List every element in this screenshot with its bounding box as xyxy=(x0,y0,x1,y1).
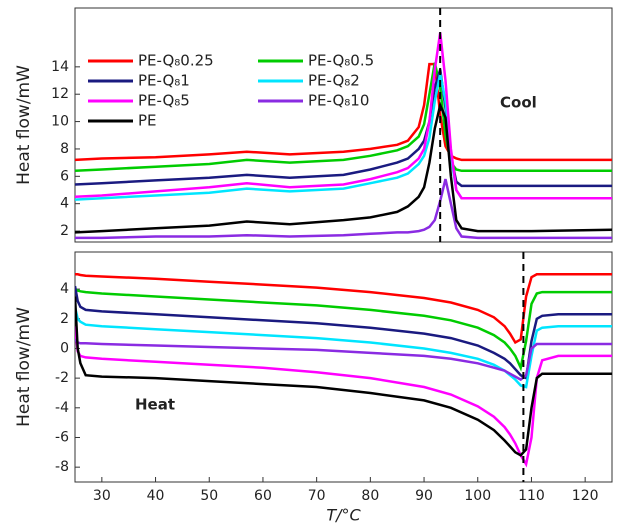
x-tick-label: 60 xyxy=(254,488,272,504)
x-axis-label: T/°C xyxy=(326,506,361,525)
x-tick-label: 70 xyxy=(308,488,326,504)
series-line xyxy=(75,285,612,381)
legend-label: PE-Q₈2 xyxy=(308,72,360,90)
y-tick-label: -2 xyxy=(55,370,69,386)
y-tick-label: -8 xyxy=(55,459,69,475)
x-tick-label: 40 xyxy=(147,488,165,504)
annotation: Cool xyxy=(500,94,537,112)
legend-label: PE-Q₈0.25 xyxy=(138,52,214,70)
y-tick-label: 4 xyxy=(60,196,69,212)
y-tick-label: 4 xyxy=(60,281,69,297)
series-line xyxy=(75,62,612,173)
y-tick-label: -6 xyxy=(55,429,69,445)
y-tick-label: 12 xyxy=(51,86,69,102)
series-line xyxy=(75,306,612,389)
y-tick-label: -4 xyxy=(55,400,69,416)
plot-frame xyxy=(74,251,613,483)
x-tick-label: 50 xyxy=(200,488,218,504)
series-line xyxy=(75,296,612,457)
y-tick-label: 6 xyxy=(60,168,69,184)
series-line xyxy=(75,338,612,382)
x-tick-label: 120 xyxy=(572,488,599,504)
y-tick-label: 2 xyxy=(60,223,69,239)
x-tick-label: 80 xyxy=(361,488,379,504)
y-tick-label: 14 xyxy=(51,59,69,75)
legend-label: PE xyxy=(138,112,157,130)
legend-label: PE-Q₈1 xyxy=(138,72,190,90)
x-tick-label: 100 xyxy=(464,488,491,504)
y-axis-label: Heat flow/mW xyxy=(14,65,34,185)
legend-label: PE-Q₈5 xyxy=(138,92,190,110)
x-tick-label: 30 xyxy=(93,488,111,504)
series-line xyxy=(75,178,612,240)
plot-frame xyxy=(74,7,613,243)
x-tick-label: 90 xyxy=(415,488,433,504)
series-line xyxy=(75,326,612,468)
y-tick-label: 2 xyxy=(60,311,69,327)
legend-label: PE-Q₈0.5 xyxy=(308,52,374,70)
y-tick-label: 0 xyxy=(60,340,69,356)
x-tick-label: 110 xyxy=(518,488,545,504)
series-line xyxy=(75,62,612,162)
series-line xyxy=(75,288,612,372)
legend-label: PE-Q₈10 xyxy=(308,92,369,110)
series-line xyxy=(75,273,612,345)
series-line xyxy=(75,32,612,200)
series-line xyxy=(75,69,612,188)
series-line xyxy=(75,101,612,234)
y-tick-label: 8 xyxy=(60,141,69,157)
annotation: Heat xyxy=(135,396,175,414)
y-axis-label: Heat flow/mW xyxy=(14,307,34,427)
y-tick-label: 10 xyxy=(51,114,69,130)
